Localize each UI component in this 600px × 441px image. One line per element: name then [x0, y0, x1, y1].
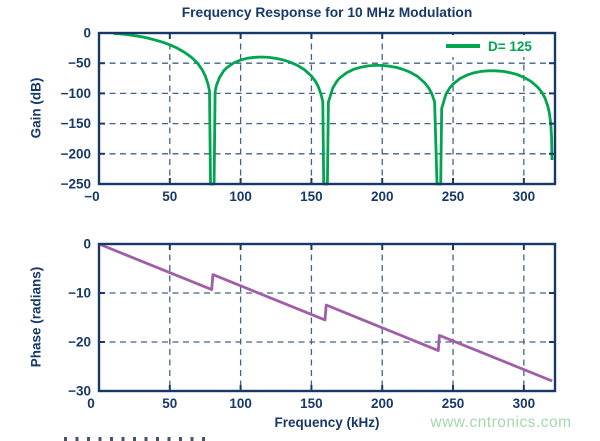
svg-text:−100: −100: [61, 86, 91, 101]
svg-text:200: 200: [371, 396, 394, 411]
svg-text:−250: −250: [61, 177, 91, 192]
svg-text:200: 200: [371, 189, 394, 204]
svg-text:50: 50: [162, 189, 177, 204]
legend: D= 125: [446, 35, 553, 57]
svg-text:−50: −50: [68, 56, 91, 71]
svg-text:250: 250: [442, 189, 465, 204]
gain-axis-label: Gain (dB): [28, 77, 44, 139]
svg-text:0: 0: [87, 396, 95, 411]
phase-axis-label: Phase (radians): [28, 266, 44, 368]
svg-text:−20: −20: [68, 335, 91, 350]
chart-title: Frequency Response for 10 MHz Modulation: [181, 5, 473, 20]
svg-text:0: 0: [83, 237, 91, 252]
frequency-axis-label: Frequency (kHz): [274, 415, 380, 430]
svg-text:−10: −10: [68, 286, 91, 301]
legend-line-sample: [446, 44, 480, 48]
svg-text:300: 300: [513, 396, 536, 411]
svg-text:−200: −200: [61, 146, 91, 161]
legend-label: D= 125: [488, 38, 532, 54]
svg-text:150: 150: [300, 189, 323, 204]
cropped-caption-text: [64, 437, 206, 441]
watermark: www.cntronics.com: [430, 414, 572, 431]
svg-text:100: 100: [229, 189, 252, 204]
svg-text:0: 0: [83, 26, 91, 41]
svg-text:250: 250: [442, 396, 465, 411]
svg-text:150: 150: [300, 396, 323, 411]
svg-text:300: 300: [513, 189, 536, 204]
svg-text:−30: −30: [68, 384, 91, 399]
svg-text:50: 50: [162, 396, 177, 411]
svg-text:−0: −0: [84, 189, 99, 204]
svg-text:−150: −150: [61, 116, 91, 131]
svg-text:100: 100: [229, 396, 252, 411]
